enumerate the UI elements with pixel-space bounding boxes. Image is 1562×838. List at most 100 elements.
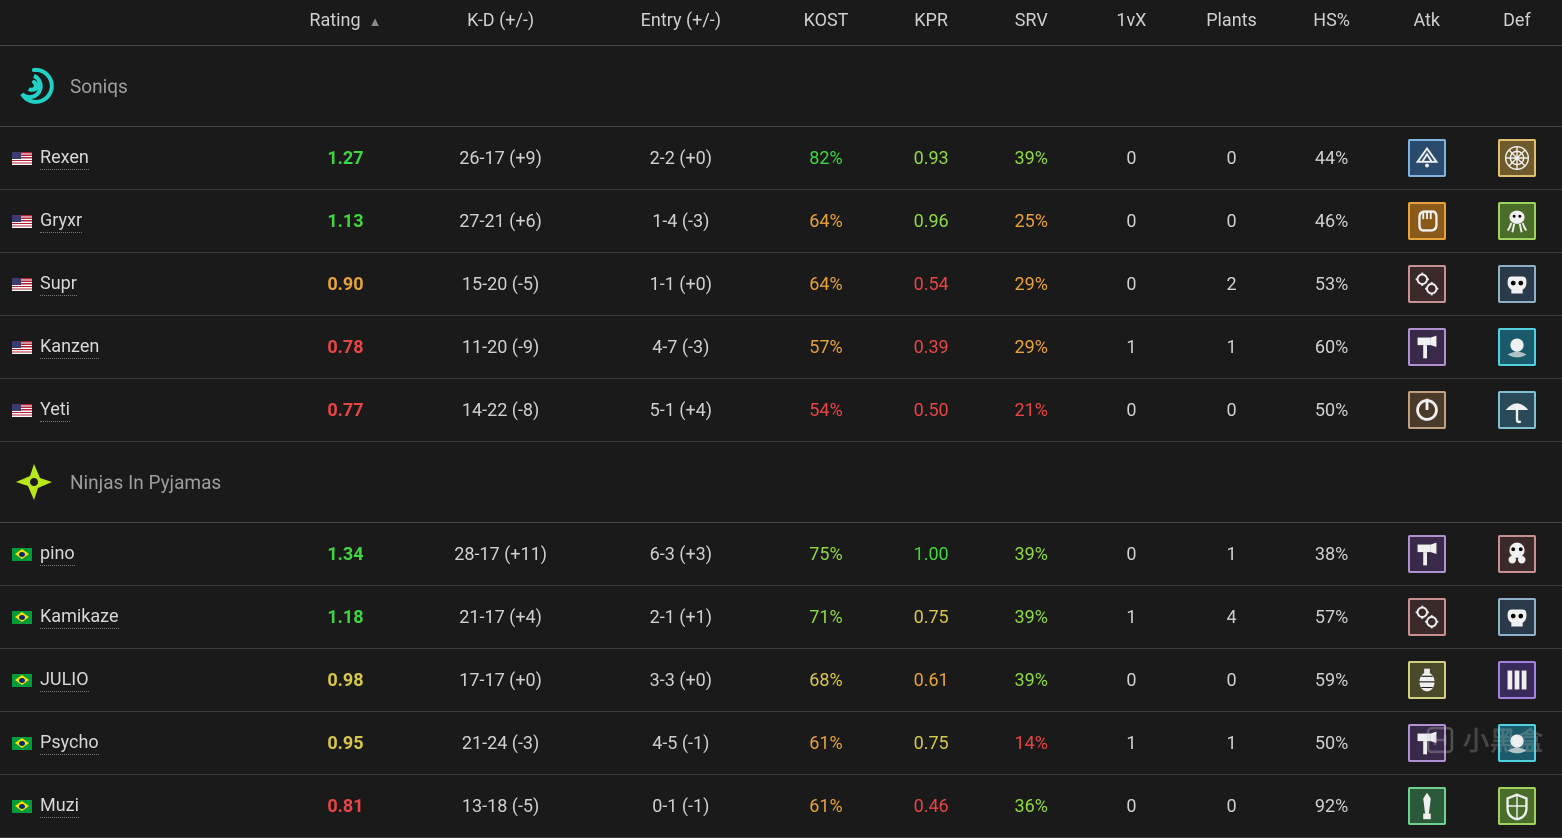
plants-value: 0 <box>1226 400 1236 421</box>
player-name[interactable]: Kamikaze <box>40 606 119 629</box>
column-header-kpr[interactable]: KPR <box>881 0 981 46</box>
kpr-value: 0.50 <box>914 400 949 421</box>
def-operator-icon[interactable] <box>1498 787 1536 825</box>
kd-value: 13-18 (-5) <box>462 796 539 817</box>
entry-value: 0-1 (-1) <box>652 796 709 817</box>
team-name[interactable]: Ninjas In Pyjamas <box>70 471 221 494</box>
rating-value: 0.95 <box>327 733 363 754</box>
srv-value: 25% <box>1015 211 1048 232</box>
player-row: Gryxr1.1327-21 (+6)1-4 (-3)64%0.9625%004… <box>0 190 1562 253</box>
plants-value: 2 <box>1226 274 1236 295</box>
rating-value: 1.34 <box>327 544 363 565</box>
hs-value: 46% <box>1315 211 1348 232</box>
column-header-srv[interactable]: SRV <box>981 0 1081 46</box>
atk-operator-icon[interactable] <box>1408 535 1446 573</box>
def-operator-icon[interactable] <box>1498 328 1536 366</box>
kost-value: 61% <box>809 733 842 754</box>
entry-value: 6-3 (+3) <box>650 544 712 565</box>
def-operator-icon[interactable] <box>1498 391 1536 429</box>
entry-value: 3-3 (+0) <box>650 670 712 691</box>
kpr-value: 0.96 <box>914 211 949 232</box>
srv-value: 39% <box>1015 544 1048 565</box>
def-operator-icon[interactable] <box>1498 598 1536 636</box>
onevx-value: 0 <box>1126 211 1136 232</box>
kpr-value: 0.46 <box>914 796 949 817</box>
us-flag-icon <box>12 215 32 228</box>
us-flag-icon <box>12 278 32 291</box>
rating-value: 1.13 <box>327 211 363 232</box>
onevx-value: 0 <box>1126 148 1136 169</box>
atk-operator-icon[interactable] <box>1408 661 1446 699</box>
atk-operator-icon[interactable] <box>1408 391 1446 429</box>
srv-value: 29% <box>1015 337 1048 358</box>
kpr-value: 0.93 <box>914 148 949 169</box>
def-operator-icon[interactable] <box>1498 724 1536 762</box>
hs-value: 50% <box>1315 733 1348 754</box>
srv-value: 21% <box>1015 400 1048 421</box>
entry-value: 2-2 (+0) <box>650 148 712 169</box>
player-name[interactable]: Muzi <box>40 795 79 818</box>
column-header-kd[interactable]: K-D (+/-) <box>411 0 591 46</box>
onevx-value: 1 <box>1126 607 1136 628</box>
player-name[interactable]: Supr <box>40 273 77 296</box>
player-name[interactable]: Psycho <box>40 732 99 755</box>
column-header-rating[interactable]: Rating▲ <box>280 0 410 46</box>
player-name[interactable]: Rexen <box>40 147 89 170</box>
us-flag-icon <box>12 341 32 354</box>
atk-operator-icon[interactable] <box>1408 598 1446 636</box>
atk-operator-icon[interactable] <box>1408 724 1446 762</box>
column-header-atk[interactable]: Atk <box>1382 0 1472 46</box>
rating-value: 1.18 <box>327 607 363 628</box>
player-name[interactable]: Yeti <box>40 399 70 422</box>
kost-value: 75% <box>809 544 842 565</box>
onevx-value: 0 <box>1126 670 1136 691</box>
def-operator-icon[interactable] <box>1498 202 1536 240</box>
column-header-plants[interactable]: Plants <box>1181 0 1281 46</box>
team-name[interactable]: Soniqs <box>70 75 128 98</box>
br-flag-icon <box>12 548 32 561</box>
hs-value: 44% <box>1315 148 1348 169</box>
srv-value: 36% <box>1015 796 1048 817</box>
player-row: Supr0.9015-20 (-5)1-1 (+0)64%0.5429%0253… <box>0 253 1562 316</box>
column-header-kost[interactable]: KOST <box>771 0 881 46</box>
column-header-onevx[interactable]: 1vX <box>1081 0 1181 46</box>
kpr-value: 1.00 <box>914 544 949 565</box>
team-header-row: Ninjas In Pyjamas <box>0 442 1562 523</box>
atk-operator-icon[interactable] <box>1408 265 1446 303</box>
rating-value: 0.77 <box>327 400 363 421</box>
def-operator-icon[interactable] <box>1498 661 1536 699</box>
entry-value: 2-1 (+1) <box>650 607 712 628</box>
column-header-def[interactable]: Def <box>1472 0 1562 46</box>
kpr-value: 0.39 <box>914 337 949 358</box>
br-flag-icon <box>12 611 32 624</box>
plants-value: 0 <box>1226 148 1236 169</box>
plants-value: 1 <box>1226 733 1236 754</box>
kost-value: 68% <box>809 670 842 691</box>
column-header-hs[interactable]: HS% <box>1282 0 1382 46</box>
player-name[interactable]: pino <box>40 543 75 566</box>
atk-operator-icon[interactable] <box>1408 202 1446 240</box>
onevx-value: 0 <box>1126 544 1136 565</box>
def-operator-icon[interactable] <box>1498 535 1536 573</box>
onevx-value: 0 <box>1126 796 1136 817</box>
atk-operator-icon[interactable] <box>1408 787 1446 825</box>
us-flag-icon <box>12 152 32 165</box>
kost-value: 64% <box>809 274 842 295</box>
def-operator-icon[interactable] <box>1498 265 1536 303</box>
player-name[interactable]: Gryxr <box>40 210 82 233</box>
player-name[interactable]: Kanzen <box>40 336 99 359</box>
atk-operator-icon[interactable] <box>1408 328 1446 366</box>
player-row: Psycho0.9521-24 (-3)4-5 (-1)61%0.7514%11… <box>0 712 1562 775</box>
team-logo-icon <box>12 64 56 108</box>
kost-value: 71% <box>809 607 842 628</box>
kpr-value: 0.54 <box>914 274 949 295</box>
column-header-player[interactable] <box>0 0 280 46</box>
srv-value: 29% <box>1015 274 1048 295</box>
atk-operator-icon[interactable] <box>1408 139 1446 177</box>
onevx-value: 1 <box>1126 337 1136 358</box>
player-name[interactable]: JULIO <box>40 669 89 692</box>
column-header-entry[interactable]: Entry (+/-) <box>591 0 771 46</box>
def-operator-icon[interactable] <box>1498 139 1536 177</box>
rating-value: 0.98 <box>327 670 363 691</box>
kpr-value: 0.61 <box>914 670 949 691</box>
